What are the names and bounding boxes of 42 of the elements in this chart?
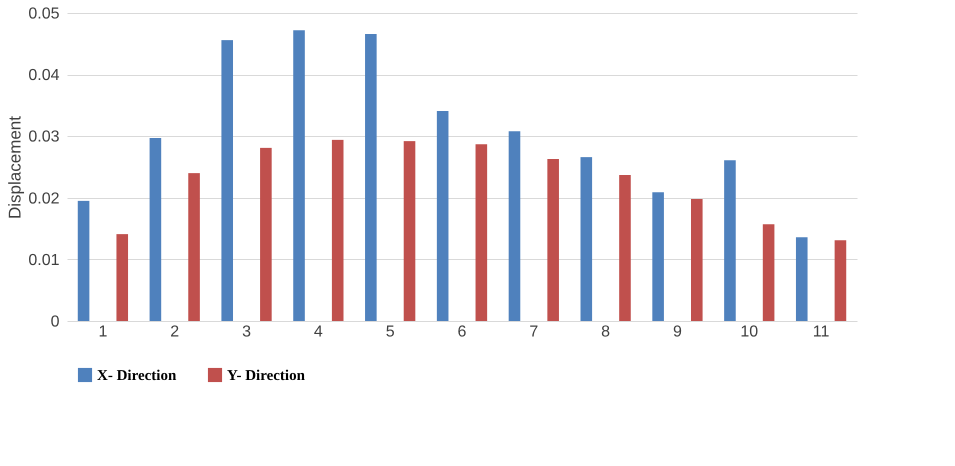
x-tick-label: 2 <box>170 324 180 340</box>
y-tick-label: 0 <box>50 314 60 330</box>
bar <box>293 30 305 321</box>
y-tick-label: 0.01 <box>28 252 60 269</box>
bar <box>116 234 128 321</box>
x-tick-label: 8 <box>601 324 610 340</box>
x-tick-label: 11 <box>812 324 830 340</box>
bar <box>260 148 272 321</box>
x-tick-label: 5 <box>386 324 395 340</box>
y-tick-label: 0.05 <box>28 6 60 22</box>
x-tick-label: 6 <box>458 324 467 340</box>
bar <box>690 199 703 321</box>
y-tick-label: 0.02 <box>28 190 60 208</box>
bar <box>619 175 631 321</box>
bar <box>796 237 808 321</box>
legend-label: X- Direction <box>97 368 177 384</box>
bar <box>404 141 416 321</box>
bar <box>188 173 200 321</box>
x-tick-label: 1 <box>98 324 108 340</box>
bar <box>365 34 377 321</box>
x-tick-label: 4 <box>314 324 323 340</box>
bar <box>762 224 774 321</box>
bar <box>436 110 448 321</box>
y-axis-title: Displacement <box>5 116 24 219</box>
bar <box>580 157 592 321</box>
x-tick-label: 9 <box>673 324 682 340</box>
x-tick-label: 7 <box>529 324 538 340</box>
bar <box>150 138 162 321</box>
bar <box>78 200 90 321</box>
bar <box>834 240 846 321</box>
bar <box>476 144 488 321</box>
bar <box>652 192 664 321</box>
x-tick-label: 3 <box>242 324 252 340</box>
legend-label: Y- Direction <box>227 368 306 384</box>
bar <box>221 40 234 321</box>
y-tick-label: 0.03 <box>28 128 60 146</box>
bar <box>724 160 736 321</box>
bar <box>508 131 520 321</box>
bar <box>547 158 559 321</box>
x-tick-label: 10 <box>740 324 758 340</box>
bar <box>332 140 344 321</box>
y-tick-label: 0.04 <box>28 67 60 84</box>
